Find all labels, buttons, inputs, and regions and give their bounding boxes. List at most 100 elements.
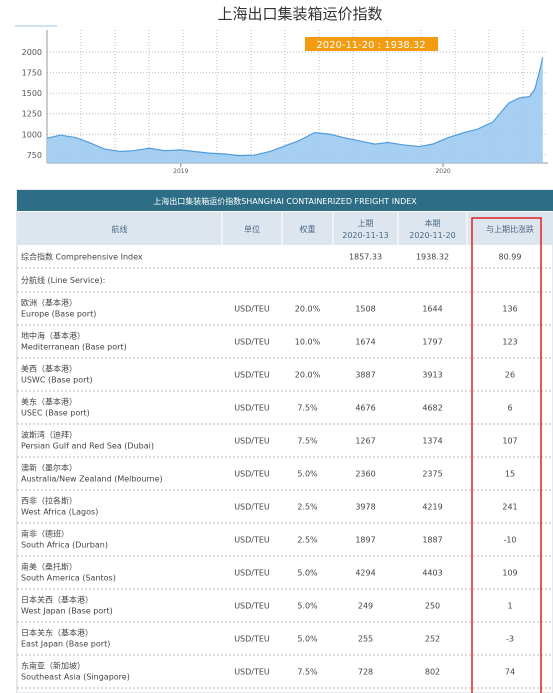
- header-cell: 上期: [358, 219, 374, 228]
- cell-previous: 4294: [355, 569, 375, 578]
- route-name: 波斯湾（迪拜）: [21, 430, 77, 440]
- cell-current: 2375: [422, 470, 442, 479]
- cell-change: 107: [502, 437, 517, 446]
- route-name-en: East Japan (Base port): [21, 640, 110, 649]
- cell-current: 1797: [422, 338, 442, 347]
- route-name-en: USWC (Base port): [21, 376, 93, 385]
- x-tick-label: 2020: [435, 168, 450, 175]
- route-name: 地中海（基本港）: [21, 331, 85, 341]
- route-name-en: Persian Gulf and Red Sea (Dubai): [21, 442, 154, 451]
- cell-change: -10: [503, 536, 516, 545]
- header-cell: 单位: [244, 224, 260, 234]
- route-name-en: South Africa (Durban): [21, 541, 108, 550]
- cell-change: 123: [502, 338, 517, 347]
- cell-unit: USD/TEU: [234, 437, 270, 446]
- cell-previous: 1857.33: [349, 253, 382, 262]
- cell-weight: 2.5%: [297, 503, 318, 512]
- cell-weight: 5.0%: [297, 569, 318, 578]
- route-name: 澳新（墨尔本）: [21, 463, 77, 473]
- cell-unit: USD/TEU: [234, 569, 270, 578]
- header-cell: 2020-11-20: [409, 231, 456, 240]
- route-name-en: West Africa (Lagos): [21, 508, 98, 517]
- route-name-en: USEC (Base port): [21, 409, 90, 418]
- cell-current: 1887: [422, 536, 442, 545]
- route-name: 欧洲（基本港）: [21, 298, 77, 308]
- cell-previous: 1897: [355, 536, 375, 545]
- highlight-box: [471, 217, 542, 693]
- cell-previous: 1508: [355, 305, 375, 314]
- route-name: 南非（德班）: [21, 529, 69, 539]
- route-name: 南美（桑托斯）: [21, 562, 77, 572]
- cell-change: 109: [502, 569, 517, 578]
- cell-unit: USD/TEU: [234, 371, 270, 380]
- cell-weight: 20.0%: [295, 305, 321, 314]
- y-tick-label: 2000: [22, 48, 42, 57]
- route-name-en: Australia/New Zealand (Melbourne): [21, 475, 163, 484]
- cell-current: 4403: [422, 569, 442, 578]
- route-name: 日本关西（基本港）: [21, 595, 93, 605]
- cell-change: -3: [506, 635, 514, 644]
- cell-weight: 7.5%: [297, 437, 318, 446]
- cell-previous: 249: [358, 602, 373, 611]
- y-tick-label: 750: [27, 151, 42, 160]
- y-tick-label: 1000: [22, 130, 42, 139]
- cell-unit: USD/TEU: [234, 305, 270, 314]
- route-name: 东南亚（新加坡）: [21, 661, 85, 671]
- cell-change: 26: [505, 371, 515, 380]
- header-cell: 权重: [300, 224, 316, 234]
- y-tick-label: 1500: [22, 89, 42, 98]
- cell-previous: 4676: [355, 404, 375, 413]
- cell-previous: 3887: [355, 371, 375, 380]
- header-cell: 与上期比涨跌: [486, 224, 534, 234]
- cell-previous: 2360: [355, 470, 375, 479]
- route-name: 美东（基本港）: [21, 397, 77, 407]
- section-label: 分航线 (Line Service):: [21, 275, 105, 285]
- route-name: 日本关东（基本港）: [21, 628, 93, 638]
- cell-unit: USD/TEU: [234, 503, 270, 512]
- tooltip-box: [305, 37, 438, 51]
- cell-unit: USD/TEU: [234, 668, 270, 677]
- cell-weight: 5.0%: [297, 470, 318, 479]
- route-name: 西非（拉各斯）: [21, 496, 77, 506]
- area-line: [46, 57, 544, 157]
- cell-unit: USD/TEU: [234, 536, 270, 545]
- header-cell: 本期: [425, 218, 441, 228]
- cell-change: 241: [502, 503, 517, 512]
- cell-weight: 2.5%: [297, 536, 318, 545]
- route-name-en: South America (Santos): [21, 574, 116, 583]
- cell-current: 250: [425, 602, 440, 611]
- cell-previous: 728: [358, 668, 373, 677]
- cell-weight: 7.5%: [297, 668, 318, 677]
- cell-unit: USD/TEU: [234, 635, 270, 644]
- y-tick-label: 1750: [22, 69, 42, 78]
- header-cell: 2020-11-13: [342, 231, 389, 240]
- cell-current: 4219: [422, 503, 442, 512]
- y-tick-label: 1250: [22, 110, 42, 119]
- cell-current: 802: [425, 668, 440, 677]
- cell-weight: 7.5%: [297, 404, 318, 413]
- route-name-en: Europe (Base port): [21, 310, 96, 319]
- cell-previous: 255: [358, 635, 373, 644]
- cell-change: 15: [505, 470, 515, 479]
- cell-previous: 3978: [355, 503, 375, 512]
- area-fill: [47, 57, 543, 164]
- route-name-en: Southeast Asia (Singapore): [21, 673, 130, 682]
- cell-current: 252: [425, 635, 440, 644]
- cell-weight: 20.0%: [295, 371, 321, 380]
- table-title: 上海出口集装箱运价指数SHANGHAI CONTAINERIZED FREIGH…: [153, 196, 417, 206]
- header-bg: [17, 212, 553, 245]
- cell-unit: USD/TEU: [234, 470, 270, 479]
- tooltip-text: 2020-11-20 : 1938.32: [316, 40, 425, 51]
- table-frame: [16, 189, 553, 693]
- cell-change: 136: [502, 305, 517, 314]
- cell-unit: USD/TEU: [234, 404, 270, 413]
- x-tick-label: 2019: [173, 168, 188, 175]
- cell-change: 6: [507, 404, 512, 413]
- cell-change: 74: [505, 668, 515, 677]
- route-name-en: Mediterranean (Base port): [21, 343, 127, 352]
- cell-current: 4682: [422, 404, 442, 413]
- table-title-bar: [17, 190, 553, 211]
- cell-change: 80.99: [499, 253, 522, 262]
